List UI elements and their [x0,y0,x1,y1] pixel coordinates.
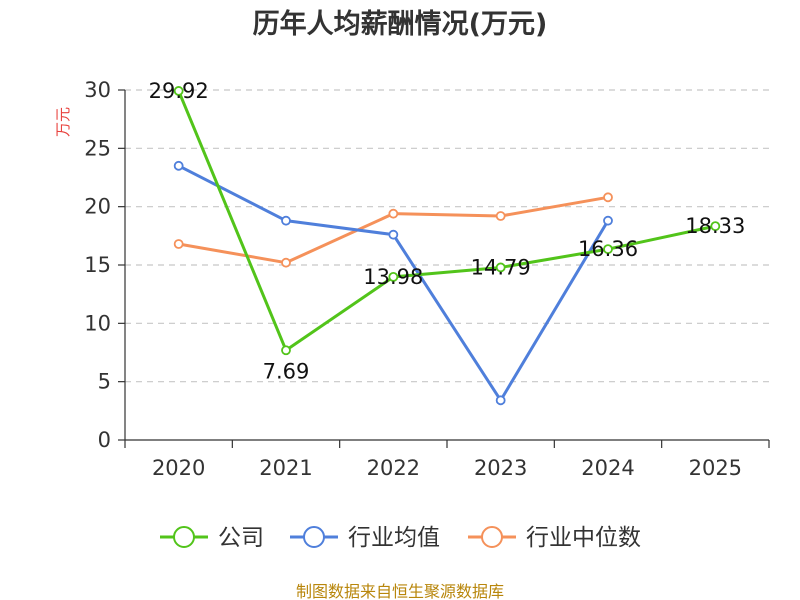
data-label: 7.69 [263,359,310,383]
legend[interactable]: 公司 行业均值 行业中位数 [160,525,641,551]
legend-label: 行业均值 [348,525,440,551]
series-point [603,192,613,203]
series-point [388,229,399,240]
series-point [388,271,399,282]
y-tick-label: 5 [98,370,111,394]
series-point [173,86,184,96]
x-tick-label: 2025 [689,456,742,480]
series-point [495,211,506,221]
data-labels: 29.92 7.69 13.98 14.79 16.36 18.33 [149,79,746,383]
legend-label: 公司 [218,525,264,551]
x-tick-label: 2021 [259,456,312,480]
x-tick-label: 2023 [474,456,527,480]
y-tick-label: 0 [98,428,111,452]
series-line [177,90,716,352]
legend-item[interactable]: 行业中位数 [468,525,641,551]
series-point [495,395,506,406]
y-tick-label: 10 [84,311,111,335]
chart-title: 历年人均薪酬情况(万元) [253,8,548,40]
x-tick-label: 2020 [152,456,205,480]
legend-label: 行业中位数 [526,525,641,551]
y-tick-label: 25 [84,136,111,160]
x-tick-label: 2022 [367,456,420,480]
series-point [281,257,291,268]
series-point [710,221,721,232]
series-lines [173,86,721,406]
y-tick-label: 20 [84,195,111,219]
grid-lines [125,89,769,383]
data-label: 14.79 [471,255,531,279]
legend-item[interactable]: 行业均值 [290,525,440,551]
data-label: 13.98 [363,265,423,289]
legend-swatch-marker [481,526,503,548]
data-label: 29.92 [149,79,209,103]
y-tick-label: 15 [84,253,111,277]
series-point [388,208,399,219]
y-tick-label: 30 [84,78,111,102]
data-label: 18.33 [685,214,745,238]
series-point [603,215,613,226]
series-point [495,262,506,273]
source-note: 制图数据来自恒生聚源数据库 [296,582,504,600]
series-point [173,160,184,171]
series-point [603,244,613,255]
legend-swatch-marker [303,526,325,548]
y-axis-title: 万元 [54,107,72,137]
series-point [281,215,291,226]
legend-swatch-marker [173,526,195,548]
legend-item[interactable]: 公司 [160,525,264,551]
data-label: 16.36 [578,237,638,261]
series-point [281,345,291,356]
series-point [173,239,184,249]
x-tick-label: 2024 [581,456,634,480]
